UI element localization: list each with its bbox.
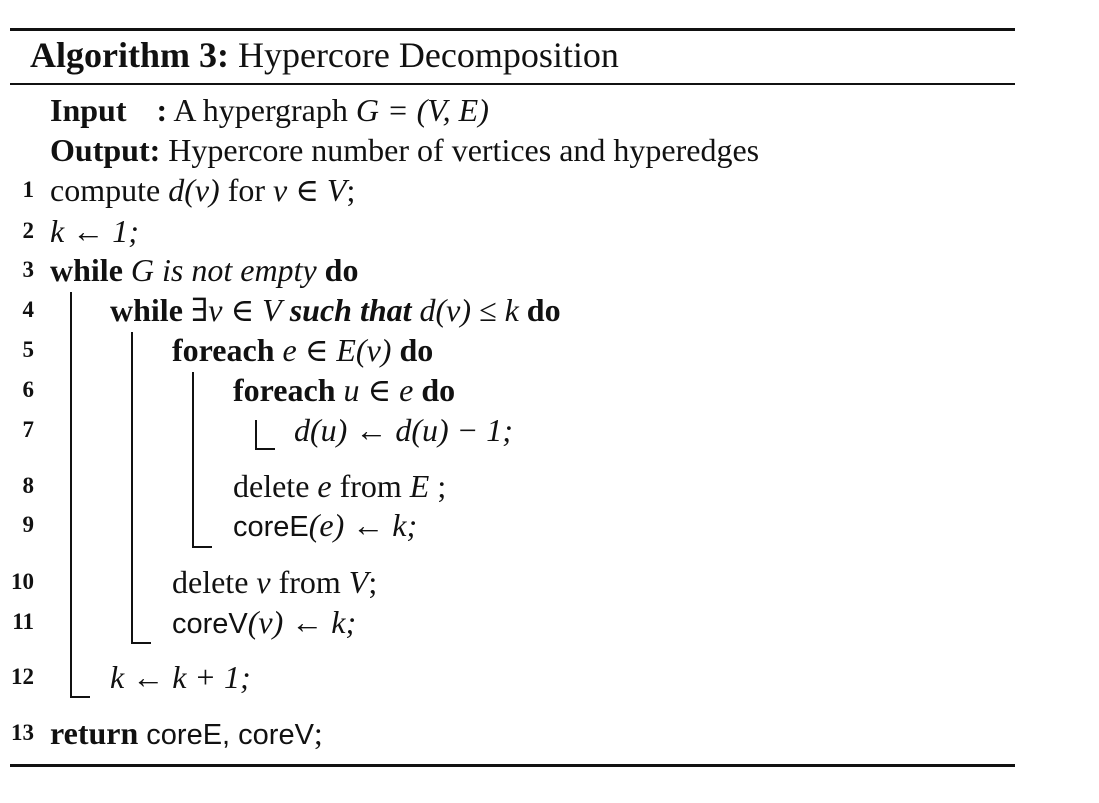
algo-line: compute d(v) for v ∈ V; (50, 171, 355, 209)
line-number: 9 (22, 512, 35, 537)
algo-line: return coreE, coreV; (50, 714, 323, 754)
function-name: coreV (172, 608, 248, 640)
algo-line: while ∃v ∈ V such that d(v) ≤ k do (110, 291, 561, 329)
bottom-rule (10, 764, 1015, 767)
math: (e) ← k; (308, 507, 418, 543)
line-number: 5 (22, 337, 35, 362)
keyword: foreach (172, 332, 275, 368)
text: ; (437, 468, 447, 504)
keyword: do (421, 372, 456, 408)
line-number: 10 (11, 569, 34, 594)
math: e (317, 468, 332, 504)
condition: is not empty (162, 252, 317, 288)
algo-line: foreach e ∈ E(v) do (172, 331, 433, 369)
line-number: 11 (12, 609, 34, 634)
math: E (409, 468, 430, 504)
math: d(u) ← d(u) − 1; (294, 412, 513, 448)
line-number: 6 (22, 377, 35, 402)
math: u ∈ e (343, 372, 414, 408)
condition: such that (289, 292, 412, 328)
text: ; (313, 715, 323, 751)
line-number: 8 (22, 473, 35, 498)
math: v (256, 564, 271, 600)
algorithm-name: Hypercore Decomposition (237, 35, 619, 75)
input-text: A hypergraph (173, 92, 348, 128)
output-line: Output: Hypercore number of vertices and… (50, 131, 759, 169)
text: for (227, 172, 266, 208)
algo-line: while G is not empty do (50, 251, 358, 289)
block-bracket-while-outer (70, 292, 72, 698)
math: k ← k + 1; (110, 659, 251, 695)
header-rule (10, 83, 1015, 85)
algo-line: delete e from E ; (233, 467, 446, 505)
text: delete (172, 564, 249, 600)
block-bracket-while-inner-end (131, 642, 151, 644)
algo-line: k ← k + 1; (110, 658, 251, 696)
algo-line: coreE(e) ← k; (233, 506, 417, 546)
block-bracket-foreach-u (255, 420, 257, 450)
top-rule (10, 28, 1015, 31)
keyword: do (324, 252, 359, 288)
math: e ∈ E(v) (282, 332, 392, 368)
line-number: 13 (11, 720, 34, 745)
math: G (130, 252, 154, 288)
line-number: 4 (22, 297, 35, 322)
line-number: 1 (22, 177, 35, 202)
line-number: 7 (22, 417, 35, 442)
line-number: 3 (22, 257, 35, 282)
input-math: G = (V, E) (355, 92, 489, 128)
algo-line: delete v from V; (172, 563, 377, 601)
keyword: while (50, 252, 123, 288)
math: d(v) (168, 172, 220, 208)
block-bracket-while-outer-end (70, 696, 90, 698)
block-bracket-foreach-e (192, 372, 194, 548)
line-number: 12 (11, 664, 34, 689)
block-bracket-foreach-e-end (192, 546, 212, 548)
input-line: Input : A hypergraph G = (V, E) (50, 91, 489, 129)
text: delete (233, 468, 310, 504)
math: ∃v ∈ V (190, 292, 282, 328)
math: v ∈ V (273, 172, 347, 208)
input-label: Input (50, 92, 127, 128)
math: d(v) ≤ k (419, 292, 519, 328)
keyword: return (50, 715, 139, 751)
line-number: 2 (22, 218, 35, 243)
math: (v) ← k; (247, 604, 357, 640)
block-bracket-foreach-u-end (255, 448, 275, 450)
text: from (278, 564, 341, 600)
algorithm-label: Algorithm 3: (30, 35, 229, 75)
algo-line: d(u) ← d(u) − 1; (294, 411, 513, 449)
output-label: Output: (50, 132, 161, 168)
keyword: while (110, 292, 183, 328)
text: ; (346, 172, 356, 208)
function-name: coreE (233, 511, 309, 543)
algorithm-title: Algorithm 3: Hypercore Decomposition (30, 33, 619, 77)
text: ; (368, 564, 378, 600)
keyword: do (399, 332, 434, 368)
text: from (339, 468, 402, 504)
algo-line: k ← 1; (50, 212, 139, 250)
algo-line: coreV(v) ← k; (172, 603, 356, 643)
block-bracket-while-inner (131, 332, 133, 644)
math: k ← 1; (50, 213, 139, 249)
keyword: foreach (233, 372, 336, 408)
keyword: do (526, 292, 561, 328)
output-text: Hypercore number of vertices and hypered… (168, 132, 760, 168)
input-sep: : (156, 92, 168, 128)
algo-line: foreach u ∈ e do (233, 371, 455, 409)
text: compute (50, 172, 161, 208)
math: V (348, 564, 369, 600)
function-name: coreE, coreV (146, 719, 314, 751)
